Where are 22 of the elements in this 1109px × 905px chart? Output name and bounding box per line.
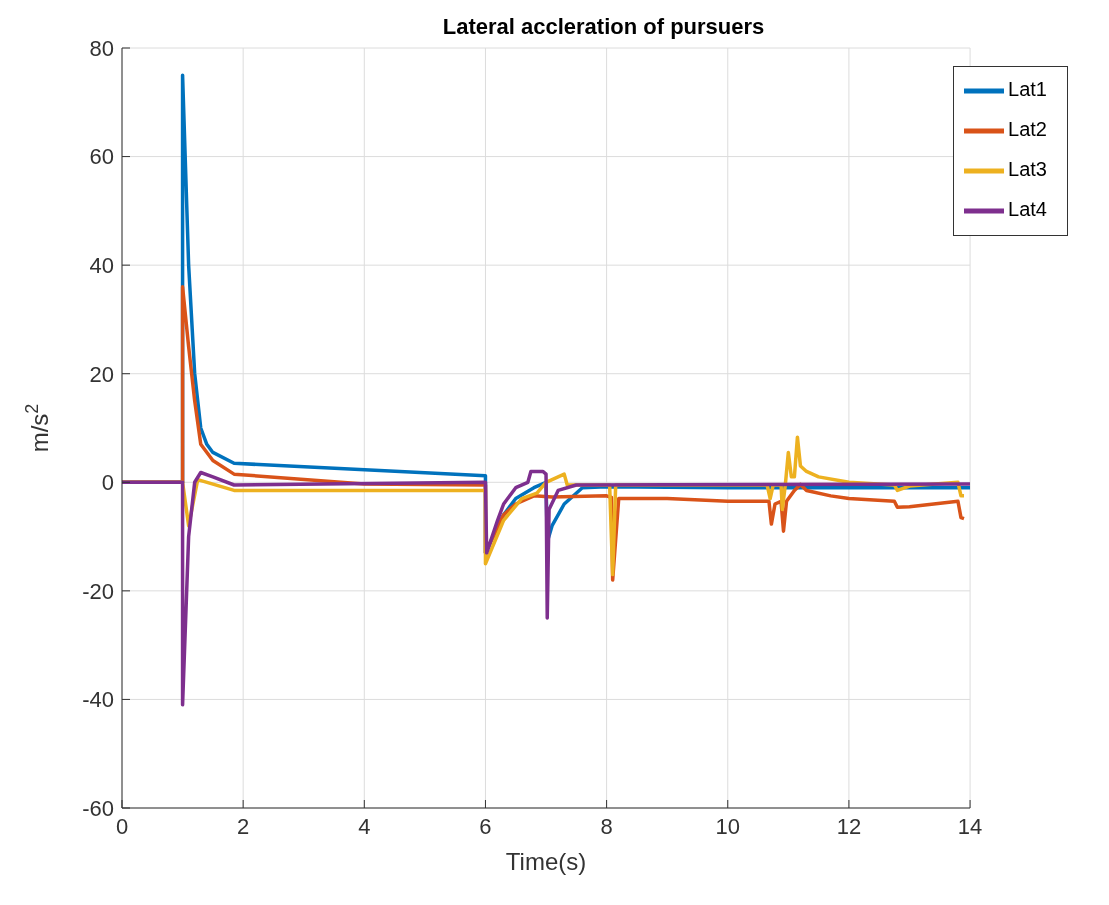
y-tick-label: 80 [89,35,114,61]
y-tick-label: -20 [82,578,114,604]
x-tick-label: 4 [358,813,371,839]
x-tick-label: 8 [600,813,613,839]
x-tick-label: 2 [237,813,250,839]
y-tick-label: 20 [89,361,114,387]
x-tick-label: 14 [957,813,983,839]
x-tick-label: 10 [715,813,740,839]
legend-label: Lat4 [1008,198,1047,221]
x-axis-title: Time(s) [505,848,587,875]
y-tick-label: 60 [89,144,114,170]
x-tick-label: 12 [836,813,862,839]
legend-label: Lat1 [1008,78,1047,101]
legend-label: Lat3 [1008,158,1047,181]
y-tick-label: 40 [89,252,114,278]
x-tick-label: 6 [479,813,492,839]
chart-title: Lateral accleration of pursuers [441,14,766,40]
y-tick-label: 0 [101,470,114,496]
line-series [122,469,971,707]
legend-label: Lat2 [1008,118,1047,141]
y-tick-label: -60 [82,795,114,821]
y-tick-label: -40 [82,687,114,713]
